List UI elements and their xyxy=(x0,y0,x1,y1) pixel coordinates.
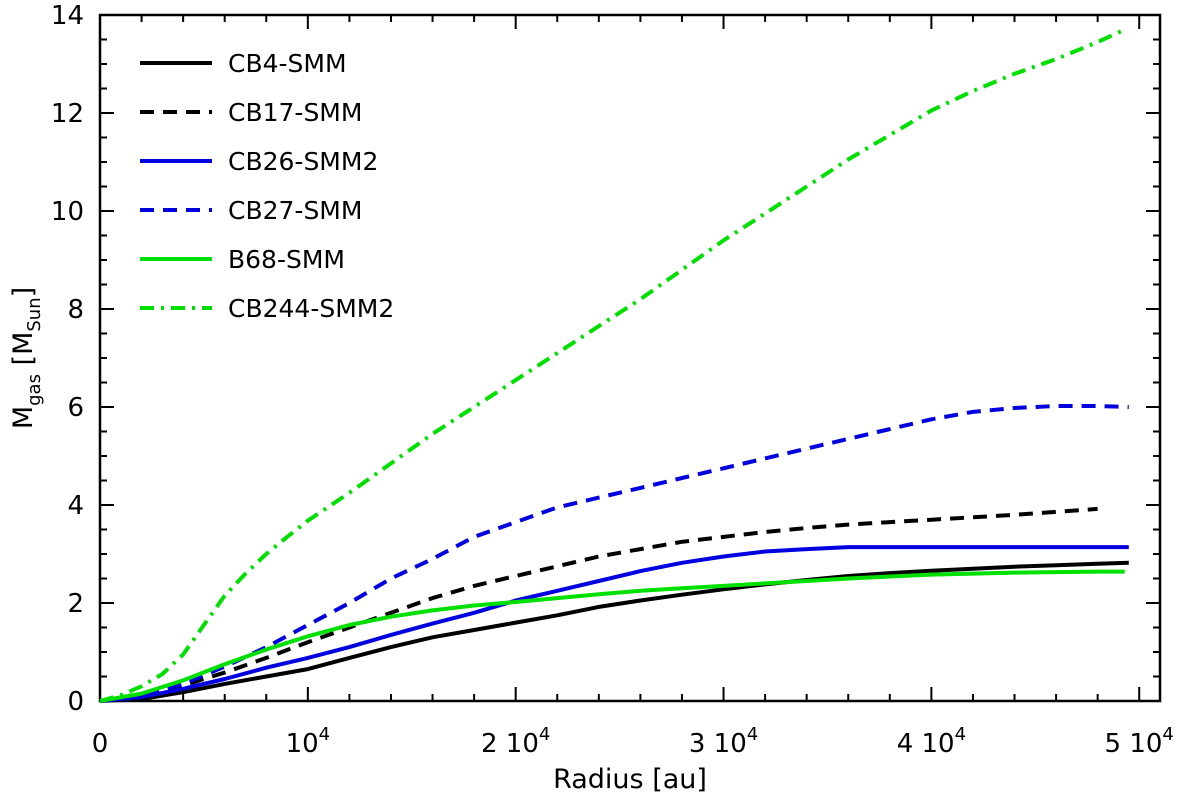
y-tick-label: 12 xyxy=(51,99,84,129)
legend-label: B68-SMM xyxy=(228,245,345,274)
series-line-b68-smm xyxy=(99,569,1125,703)
series-line-cb17-smm xyxy=(99,506,1098,703)
series-line-cb4-smm xyxy=(99,560,1129,703)
y-tick-labels: 0 2 4 6 8 10 12 14 xyxy=(51,1,84,717)
x-tick-labels: 0 104 2 104 3 104 4 104 5 104 xyxy=(92,724,1174,759)
x-tick-label: 2 104 xyxy=(481,724,550,759)
x-tick-label: 4 104 xyxy=(897,724,966,759)
y-tick-label: 6 xyxy=(67,393,84,423)
legend: CB4-SMM CB17-SMM CB26-SMM2 CB27-SMM B68-SMM C… xyxy=(140,49,394,323)
legend-label: CB17-SMM xyxy=(228,98,362,127)
legend-label: CB244-SMM2 xyxy=(228,294,394,323)
x-tick-label: 0 xyxy=(92,729,109,759)
y-tick-label: 8 xyxy=(67,295,84,325)
y-tick-label: 0 xyxy=(67,687,84,717)
x-tick-label: 5 104 xyxy=(1105,724,1174,759)
y-tick-label: 4 xyxy=(67,491,84,521)
x-tick-label: 3 104 xyxy=(689,724,758,759)
y-tick-label: 2 xyxy=(67,589,84,619)
y-tick-label: 14 xyxy=(51,1,84,31)
legend-label: CB26-SMM2 xyxy=(228,147,378,176)
legend-label: CB27-SMM xyxy=(228,196,362,225)
series-lines xyxy=(99,27,1129,703)
legend-label: CB4-SMM xyxy=(228,49,347,78)
series-line-cb26-smm2 xyxy=(99,545,1129,703)
y-axis-title: Mgas [MSun] xyxy=(8,287,45,429)
y-tick-label: 10 xyxy=(51,197,84,227)
series-line-cb27-smm xyxy=(99,404,1129,703)
axis-ticks xyxy=(99,14,1160,702)
series-line-cb244-smm2 xyxy=(99,27,1126,703)
x-tick-label: 104 xyxy=(286,724,331,759)
x-axis-title: Radius [au] xyxy=(553,764,707,795)
